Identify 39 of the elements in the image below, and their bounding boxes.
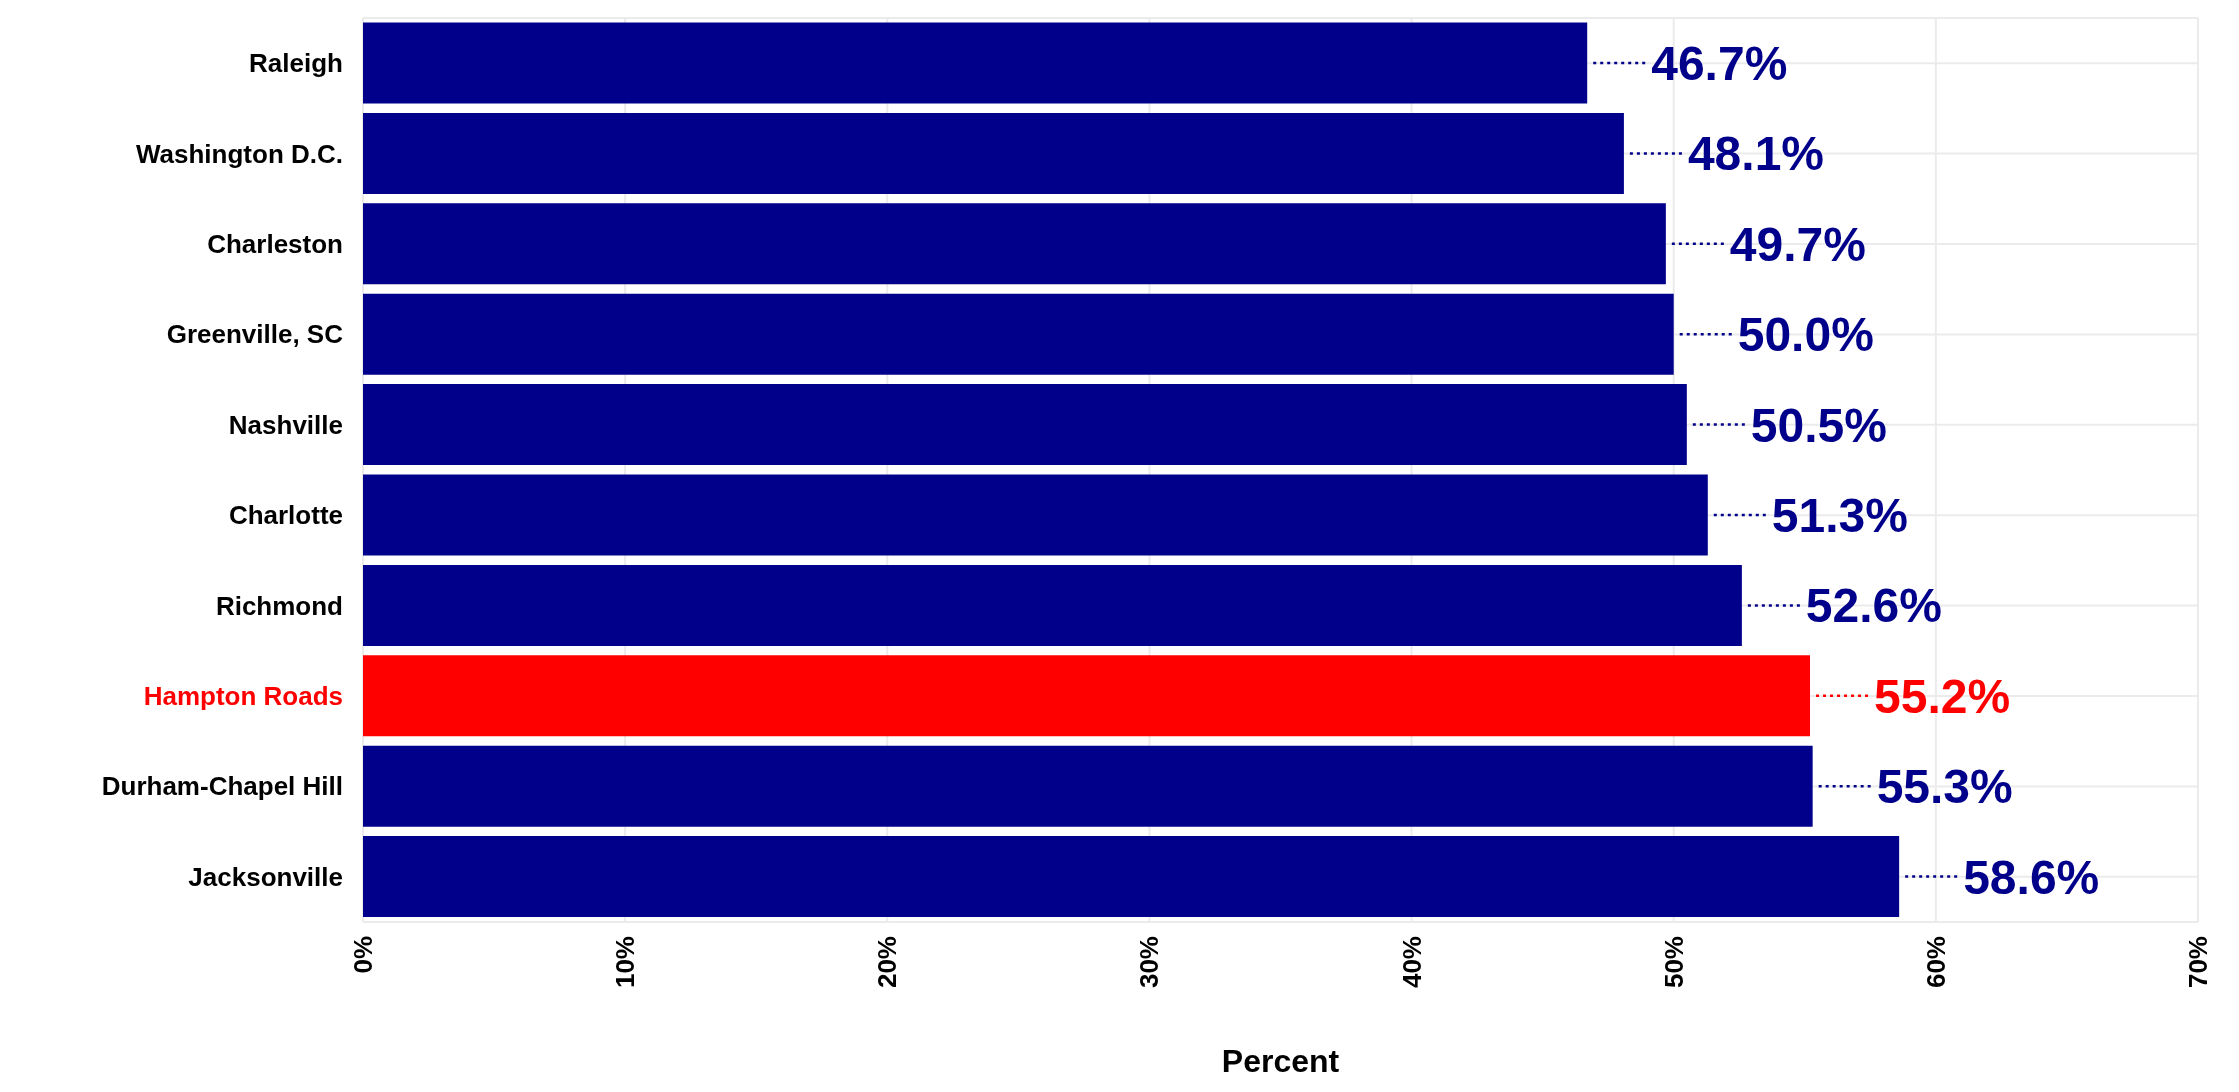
data-label: 55.2% xyxy=(1874,669,2011,723)
data-label: 46.7% xyxy=(1651,37,1788,91)
data-label: 52.6% xyxy=(1805,579,1942,633)
y-tick-label: Raleigh xyxy=(249,48,343,79)
y-tick-label: Greenville, SC xyxy=(166,319,344,350)
x-tick-label: 30% xyxy=(1134,936,1165,989)
y-tick-label: Hampton Roads xyxy=(143,681,343,711)
bar xyxy=(363,384,1687,466)
x-tick-label: 40% xyxy=(1396,936,1427,989)
y-tick-label: Nashville xyxy=(228,409,343,440)
y-tick-label: Richmond xyxy=(215,590,343,621)
bar xyxy=(363,836,1900,918)
y-tick-label: Durham-Chapel Hill xyxy=(101,771,343,802)
data-label: 51.3% xyxy=(1771,489,1908,543)
x-tick-label: 10% xyxy=(610,936,641,989)
bar xyxy=(363,22,1588,104)
data-label: 58.6% xyxy=(1963,850,2100,904)
data-label: 49.7% xyxy=(1729,217,1866,271)
data-label: 55.3% xyxy=(1876,760,2013,814)
y-tick-label: Washington D.C. xyxy=(135,138,343,169)
data-label: 50.0% xyxy=(1737,308,1874,362)
x-tick-label: 70% xyxy=(2183,936,2213,989)
x-tick-label: 50% xyxy=(1658,936,1689,989)
x-tick-label: 0% xyxy=(348,936,378,974)
x-tick-label: 60% xyxy=(1920,936,1951,989)
bar xyxy=(363,564,1742,646)
y-tick-label: Charleston xyxy=(207,229,343,259)
data-label: 48.1% xyxy=(1687,127,1825,181)
bar xyxy=(363,655,1811,737)
data-label: 50.5% xyxy=(1750,398,1887,452)
bar xyxy=(363,293,1674,375)
bar xyxy=(363,474,1708,556)
x-axis-title: Percent xyxy=(1221,1043,1340,1079)
bar xyxy=(363,745,1813,827)
bar xyxy=(363,203,1666,285)
bar xyxy=(363,112,1624,194)
y-tick-label: Charlotte xyxy=(228,500,343,531)
x-tick-label: 20% xyxy=(872,936,903,989)
y-tick-label: Jacksonville xyxy=(188,861,343,892)
